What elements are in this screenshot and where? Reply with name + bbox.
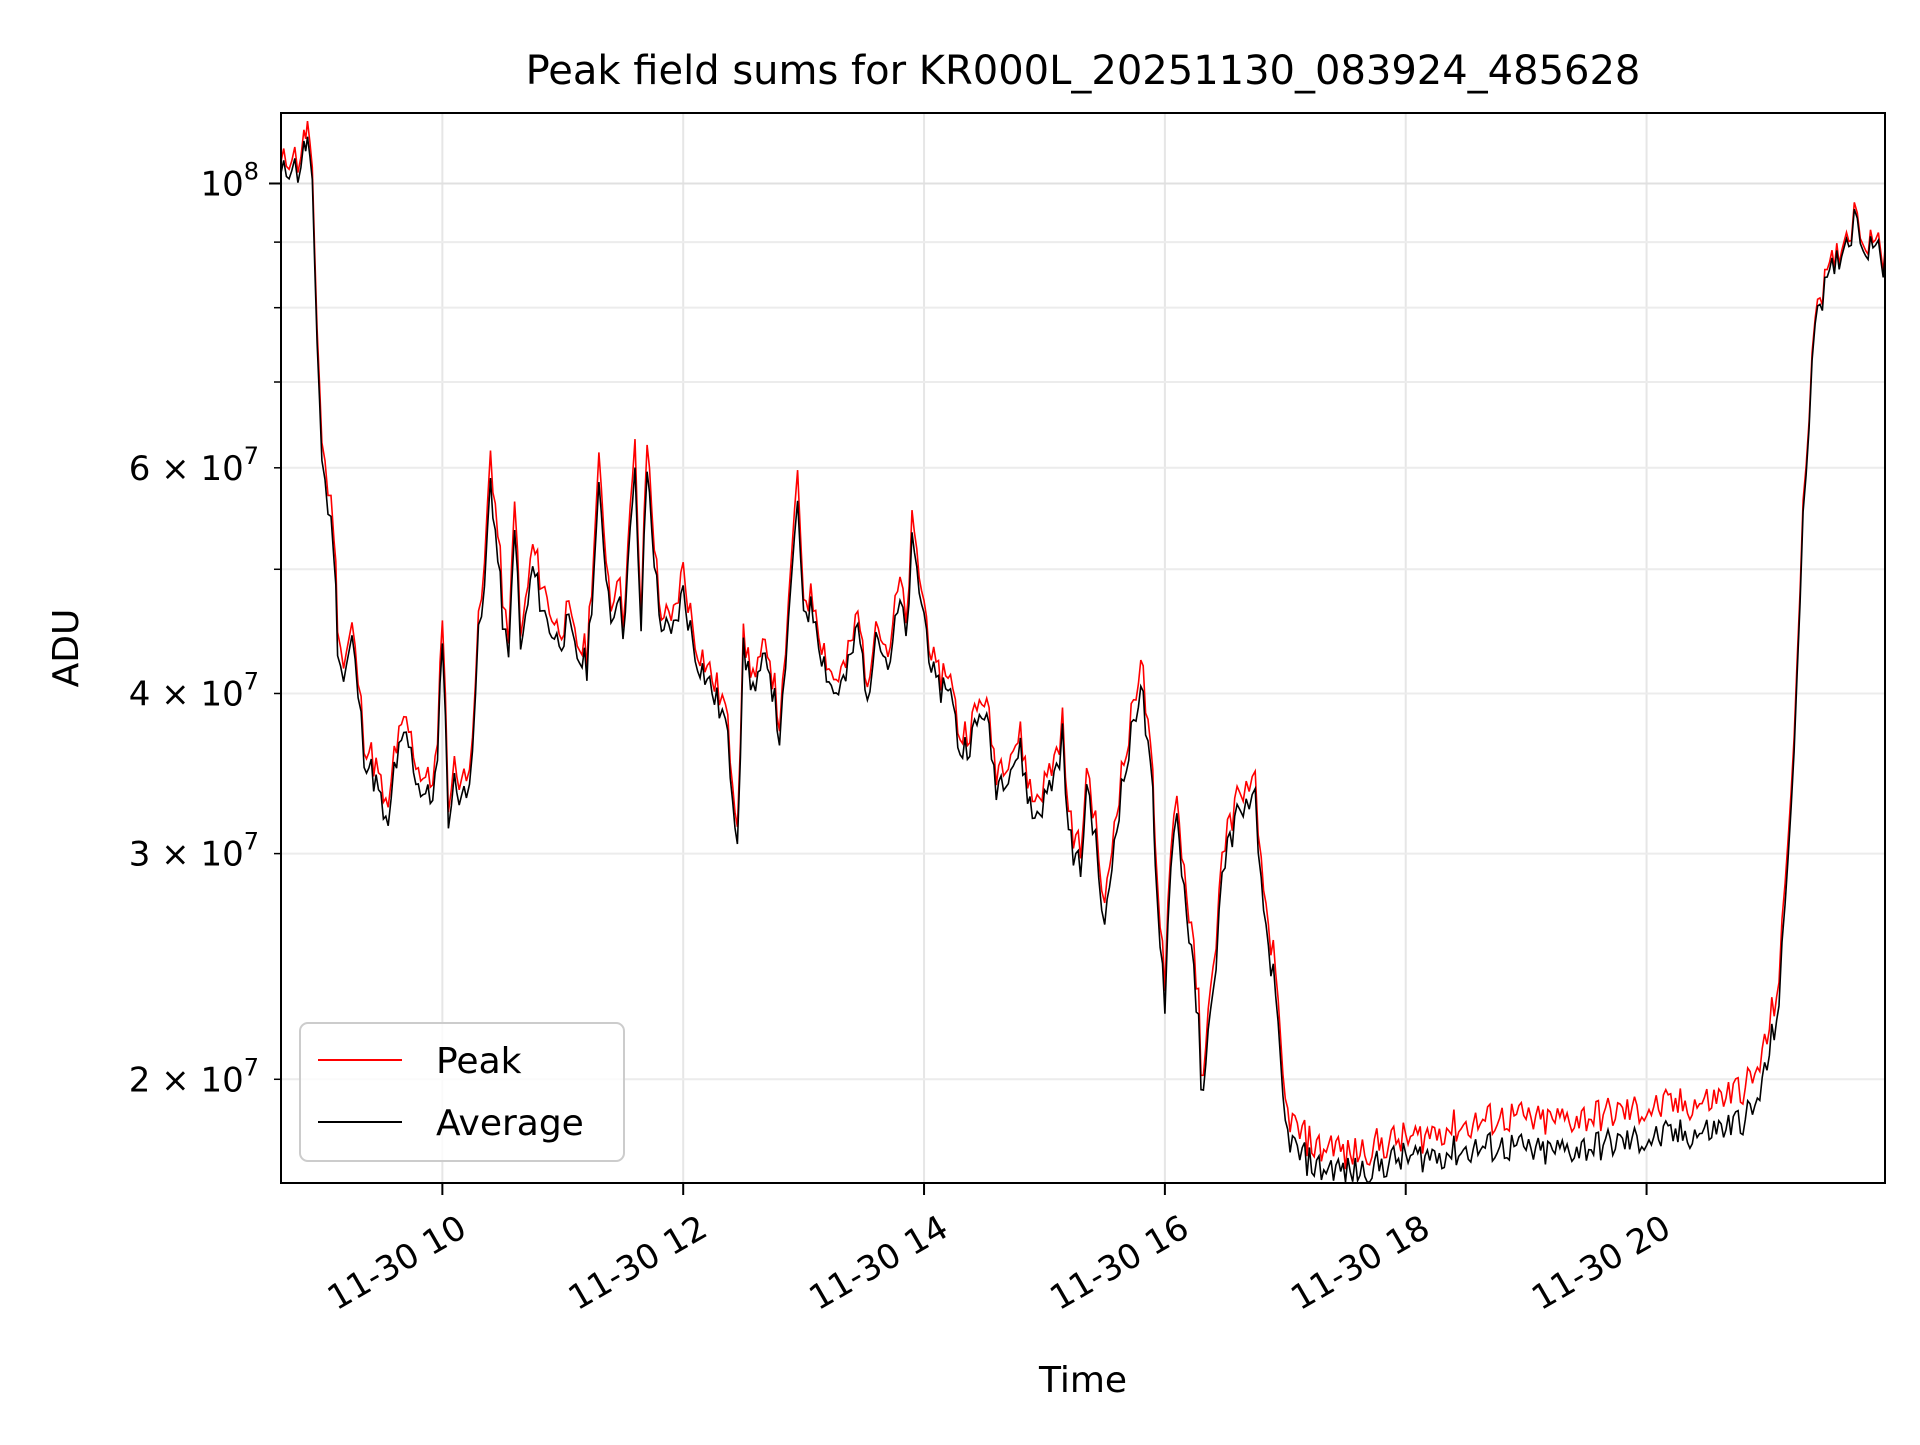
legend-label-peak: Peak xyxy=(436,1041,522,1082)
legend-label-average: Average xyxy=(436,1103,584,1144)
y-tick-base: 10 xyxy=(200,674,243,714)
series-line-peak xyxy=(280,121,1886,1170)
y-tick-base: 10 xyxy=(200,449,243,489)
y-tick-label: 6 × 107 xyxy=(129,442,259,489)
y-tick-label: 2 × 107 xyxy=(129,1053,259,1100)
y-tick-exponent: 7 xyxy=(244,828,259,856)
x-axis-label: Time xyxy=(1038,1360,1127,1401)
y-tick-mantissa: 6 × xyxy=(129,449,201,489)
y-tick-label: 4 × 107 xyxy=(129,667,259,714)
y-tick-exponent: 7 xyxy=(244,1053,259,1081)
y-tick-mantissa: 3 × xyxy=(129,835,201,875)
chart-title: Peak field sums for KR000L_20251130_0839… xyxy=(526,48,1641,94)
y-tick-mantissa: 4 × xyxy=(129,674,201,714)
y-tick-exponent: 7 xyxy=(244,667,259,695)
plot-frame xyxy=(280,112,1886,1184)
y-tick-base: 10 xyxy=(200,1060,243,1100)
legend: Peak Average xyxy=(299,1022,625,1162)
series-line-average xyxy=(280,136,1886,1184)
y-tick-exponent: 7 xyxy=(244,442,259,470)
y-axis-label: ADU xyxy=(46,609,87,688)
y-tick-label: 108 xyxy=(200,157,259,204)
y-tick-exponent: 8 xyxy=(244,157,259,185)
y-tick-label: 3 × 107 xyxy=(129,828,259,875)
y-tick-mantissa: 2 × xyxy=(129,1060,201,1100)
y-tick-base: 10 xyxy=(200,835,243,875)
legend-box xyxy=(299,1022,625,1162)
y-tick-base: 10 xyxy=(200,164,243,204)
series-layer xyxy=(280,121,1886,1184)
